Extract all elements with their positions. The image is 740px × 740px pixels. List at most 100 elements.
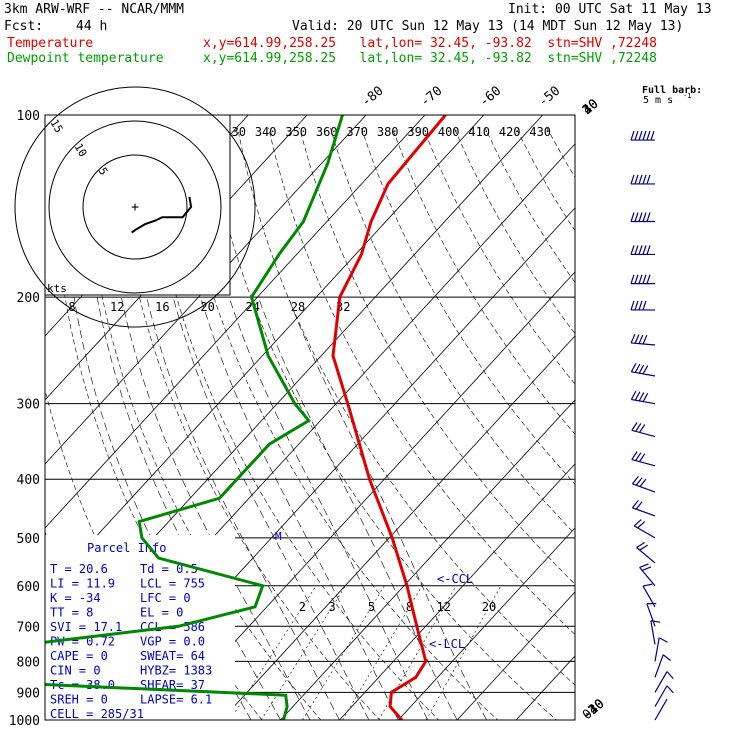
mixing-ratio-label: 8 <box>406 600 413 614</box>
isotherm-label: -70 <box>418 83 446 110</box>
barb-legend: Full barb: 5 m s -1 <box>642 85 702 106</box>
mixing-ratio-label: 12 <box>437 600 451 614</box>
wind-barb-flag <box>639 424 646 433</box>
wind-barb-flag <box>650 620 661 623</box>
forecast-label: Fcst: <box>4 19 44 34</box>
theta-label: 390 <box>407 125 429 139</box>
wind-barb-flag <box>630 390 637 400</box>
hodograph-ring-label: 15 <box>48 117 66 135</box>
isotherm-label: -80 <box>359 83 387 110</box>
wind-barb-staff <box>632 483 656 493</box>
wind-barb-flag <box>642 365 649 375</box>
wind-barb-flag <box>631 499 639 509</box>
theta-label: 350 <box>285 125 307 139</box>
isotherm-line <box>45 115 367 465</box>
wind-barb-flag <box>642 335 648 345</box>
pressure-tick-label: 1000 <box>9 714 40 729</box>
parcel-info-value: LAPSE= 6.1 <box>140 693 212 707</box>
theta-label: 370 <box>346 125 368 139</box>
parcel-info-value: EL = 0 <box>140 606 183 620</box>
wind-barb-flag <box>638 392 645 402</box>
wind-barb-flag <box>637 521 646 529</box>
wind-barb-flag <box>642 300 647 311</box>
pressure-tick-label: 300 <box>17 398 40 413</box>
hodograph-speed-tick: 16 <box>155 300 169 314</box>
wind-barb-flag <box>630 333 636 344</box>
parcel-info-value: K = -34 <box>50 591 101 605</box>
theta-label: 410 <box>468 125 490 139</box>
hodograph-ring <box>82 154 188 260</box>
isotherm-line <box>398 527 575 720</box>
wind-barb-flag <box>638 334 644 344</box>
wind-barb-flag <box>646 274 651 284</box>
wind-barb-staff <box>631 458 656 467</box>
wind-barb-flag <box>650 130 655 141</box>
wind-barb <box>631 451 656 467</box>
moist-adiabat <box>121 297 311 720</box>
wind-barb <box>654 671 674 693</box>
wind-barb-flag <box>631 476 639 485</box>
dry-adiabat <box>515 127 575 232</box>
wind-barb-flag <box>642 274 647 284</box>
isotherm-line <box>45 115 485 593</box>
wind-barb-flag <box>633 519 642 527</box>
dewpoint-trace <box>45 115 344 720</box>
pressure-tick-label: 700 <box>17 620 40 635</box>
mixing-ratio-line <box>425 585 502 720</box>
hodograph-speed-tick: 12 <box>110 300 124 314</box>
dry-adiabat <box>330 127 575 535</box>
barb-legend-line2: 5 m s <box>643 95 673 106</box>
dewpoint-legend-label: Dewpoint temperature <box>7 51 164 66</box>
ccl-marker: <-CCL <box>437 572 473 586</box>
wind-barb <box>654 637 668 662</box>
parcel-info-value: Td = 0.5 <box>140 562 198 576</box>
theta-label: 380 <box>377 125 399 139</box>
wind-barb <box>631 422 656 438</box>
init-time: Init: 00 UTC Sat 11 May 13 <box>508 2 712 17</box>
wind-barb-flag <box>646 212 651 222</box>
dry-adiabat <box>144 127 440 720</box>
pressure-tick-label: 900 <box>17 686 40 701</box>
hodograph-ring <box>48 120 222 294</box>
wind-barb-flag <box>630 245 635 255</box>
wind-barb <box>633 519 656 539</box>
wind-barb-staff <box>654 654 664 678</box>
wind-barb-staff <box>636 547 656 564</box>
isotherm-line <box>45 115 426 529</box>
wind-barb-flag <box>639 478 647 487</box>
parcel-info-value: SWEAT= 64 <box>140 649 205 663</box>
wind-barb-staff <box>654 671 668 693</box>
parcel-info-value: LI = 11.9 <box>50 577 115 591</box>
hodograph-center-mark: + <box>131 200 139 215</box>
wind-barb-flag <box>662 654 672 662</box>
wind-barb <box>650 620 661 645</box>
pressure-tick-label: 500 <box>17 532 40 547</box>
wind-barb-staff <box>646 603 656 627</box>
barb-legend-sup: -1 <box>683 92 691 100</box>
mixing-ratio-line <box>229 585 317 720</box>
theta-label: 420 <box>499 125 521 139</box>
wind-barb-flag <box>642 583 653 587</box>
wind-barb-flag <box>634 130 639 141</box>
moist-adiabat <box>200 297 399 720</box>
wind-barb <box>631 499 656 517</box>
wind-barb-flag <box>639 544 649 551</box>
hodograph-speed-tick: 20 <box>200 300 214 314</box>
wind-barb-flag <box>642 392 649 402</box>
dry-adiabat <box>175 127 499 720</box>
parcel-info-value: T = 20.6 <box>50 562 108 576</box>
parcel-info-value: PW = 0.72 <box>50 635 115 649</box>
wind-barb-flag <box>634 274 639 284</box>
wind-barb <box>630 245 655 256</box>
wind-barb-staff <box>633 525 656 539</box>
wind-barb <box>654 654 672 678</box>
hodograph-trace <box>131 196 193 234</box>
theta-label: 340 <box>255 125 277 139</box>
wind-barb-flag <box>642 174 647 185</box>
wind-barb-flag <box>642 130 647 141</box>
wind-barb-flag <box>635 501 643 510</box>
dewpoint-location: x,y=614.99,258.25 lat,lon= 32.45, -93.82… <box>203 51 657 66</box>
wind-barb-flag <box>636 542 646 549</box>
wind-barb <box>630 390 656 405</box>
